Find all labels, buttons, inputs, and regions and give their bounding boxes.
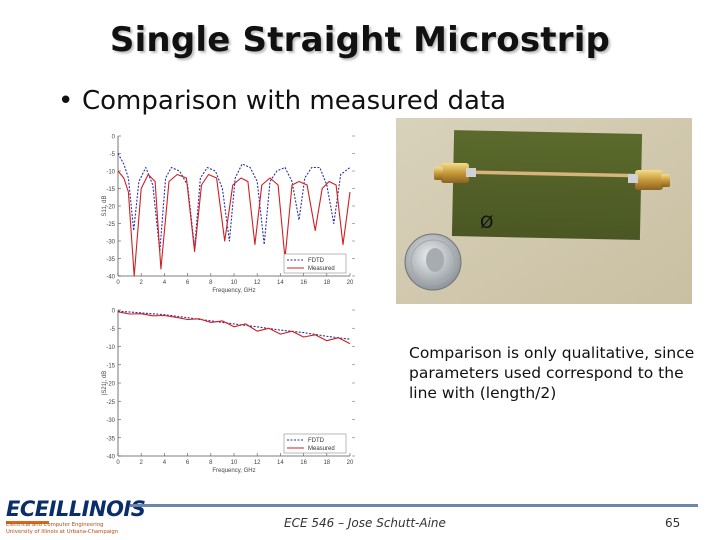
x-tick-label: 12 [254, 460, 261, 466]
y-tick-label: -15 [106, 187, 115, 193]
legend-label: Measured [308, 446, 335, 452]
board-label: Ø [480, 213, 493, 233]
logo-wordmark: ECEILLINOIS [6, 497, 146, 524]
microstrip-line [474, 170, 635, 178]
logo-sub-line2: University of Illinois at Urbana-Champai… [6, 528, 119, 535]
series-measured [117, 170, 351, 277]
y-tick-label: -40 [106, 275, 115, 281]
y-tick-label: 0 [112, 309, 116, 315]
series-fdtd [117, 153, 351, 253]
x-tick-label: 20 [347, 460, 354, 466]
x-tick-label: 2 [140, 460, 144, 466]
x-tick-label: 2 [140, 280, 144, 286]
footer-course: ECE 546 – Jose Schutt-Aine [284, 516, 446, 530]
y-tick-label: -40 [106, 455, 115, 461]
series-measured [117, 311, 351, 345]
bullet-text: Comparison with measured data [82, 86, 507, 116]
y-axis-label: S11, dB [102, 196, 108, 217]
x-tick-label: 8 [209, 460, 213, 466]
y-tick-label: -35 [106, 257, 115, 263]
slide-title: Single Straight Microstrip [109, 20, 611, 60]
y-tick-label: 0 [112, 135, 116, 141]
y-tick-label: -35 [106, 436, 115, 442]
logo-subtitle: Electrical and Computer Engineering Univ… [6, 522, 118, 535]
x-tick-label: 6 [186, 460, 190, 466]
y-tick-label: -30 [106, 240, 115, 246]
y-tick-label: -5 [110, 152, 116, 158]
footer-divider [130, 504, 698, 507]
s21-chart: 0-5-10-15-20-25-30-35-400 2 4 6 8 10 12 14 16 18 2… [100, 302, 365, 480]
x-tick-label: 6 [186, 280, 190, 286]
x-tick-label: 18 [323, 280, 330, 286]
ece-illinois-logo: ECEILLINOIS Electrical and Computer Engi… [4, 497, 146, 539]
x-tick-label: 10 [231, 280, 238, 286]
y-tick-label: -20 [106, 382, 115, 388]
s11-chart: 0-5-10-15-20-25-30-35-400 2 4 6 8 10 12 14 16 18 2… [100, 128, 365, 300]
legend-label: FDTD [308, 438, 325, 444]
comparison-note: Comparison is only qualitative, since pa… [409, 344, 695, 402]
y-tick-label: -30 [106, 418, 115, 424]
left-connector [434, 163, 476, 183]
legend-label: Measured [308, 266, 335, 272]
right-connector [628, 170, 670, 190]
logo-sub-line1: Electrical and Computer Engineering [6, 522, 104, 528]
legend-label: FDTD [308, 258, 325, 264]
x-tick-label: 10 [231, 460, 238, 466]
logo-illinois: ILLINOIS [48, 497, 146, 521]
y-tick-label: -10 [106, 345, 115, 351]
x-tick-label: 0 [116, 280, 120, 286]
x-tick-label: 4 [163, 460, 167, 466]
x-tick-label: 4 [163, 280, 167, 286]
x-tick-label: 8 [209, 280, 213, 286]
x-tick-label: 12 [254, 280, 261, 286]
bullet-item: • Comparison with measured data [58, 86, 506, 116]
x-tick-label: 20 [347, 280, 354, 286]
x-tick-label: 14 [277, 460, 284, 466]
x-axis-label: Frequency, GHz [212, 288, 255, 294]
x-tick-label: 16 [300, 460, 307, 466]
y-tick-label: -15 [106, 363, 115, 369]
bullet-dot-icon: • [58, 86, 74, 116]
y-tick-label: -20 [106, 205, 115, 211]
y-tick-label: -25 [106, 400, 115, 406]
x-tick-label: 18 [323, 460, 330, 466]
y-tick-label: -10 [106, 170, 115, 176]
page-number: 65 [665, 516, 681, 530]
pcb-board [451, 130, 643, 240]
y-tick-label: -25 [106, 222, 115, 228]
y-axis-label: |S21|, dB [102, 371, 108, 395]
logo-ece: ECE [6, 497, 49, 524]
x-axis-label: Frequency, GHz [212, 468, 255, 474]
series-fdtd [117, 310, 351, 340]
x-tick-label: 16 [300, 280, 307, 286]
microstrip-photo: Ø [396, 118, 692, 304]
x-tick-label: 0 [116, 460, 120, 466]
photo-illustration: Ø [396, 118, 692, 304]
x-tick-label: 14 [277, 280, 284, 286]
y-tick-label: -5 [110, 327, 116, 333]
